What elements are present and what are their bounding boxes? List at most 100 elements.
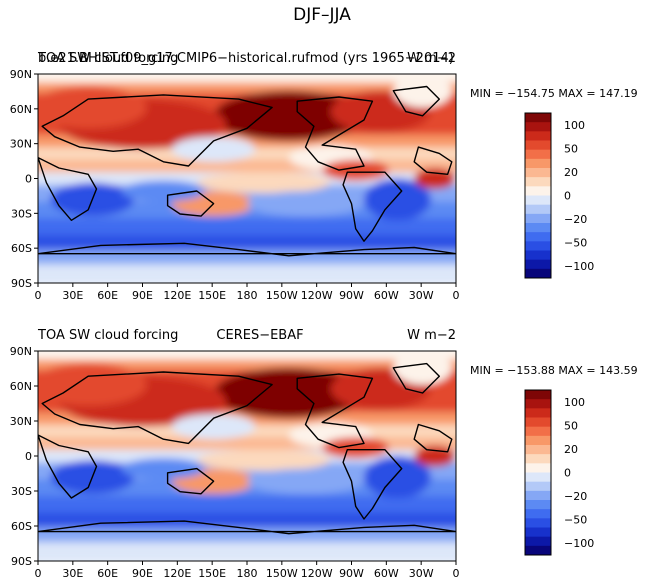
y-tick-label: 60N — [10, 103, 32, 116]
colorbar-label: 50 — [564, 142, 578, 155]
field-band — [38, 496, 456, 517]
colorbar-label: 100 — [564, 396, 585, 409]
field-blob — [38, 363, 147, 406]
colorbar-swatch — [525, 250, 551, 261]
colorbar-label: 50 — [564, 419, 578, 432]
coastline — [41, 94, 273, 167]
field-band — [38, 235, 456, 254]
colorbar-swatch — [525, 472, 551, 483]
x-tick-label: 30W — [409, 567, 434, 580]
coastline — [296, 96, 374, 171]
x-tick-label: 150W — [266, 567, 298, 580]
colorbar-swatch — [525, 131, 551, 141]
field-blob — [414, 445, 456, 467]
field-blob — [246, 191, 365, 217]
panel-obs-center-title: CERES−EBAF — [216, 328, 303, 343]
y-tick-label: 90S — [11, 277, 32, 290]
colorbar-swatch — [525, 545, 551, 556]
coastline — [392, 362, 440, 394]
field-blob — [322, 437, 390, 459]
y-tick-label: 30S — [11, 207, 32, 220]
colorbar-swatch — [525, 435, 551, 446]
colorbar-swatch — [525, 408, 551, 418]
x-tick-label: 120E — [163, 289, 191, 302]
panel-obs-min-max: MIN = −153.88 MAX = 143.59 — [470, 364, 638, 377]
colorbar-swatch — [525, 390, 551, 400]
y-tick-label: 90S — [11, 555, 32, 568]
colorbar-swatch — [525, 223, 551, 233]
colorbar-label: −50 — [564, 237, 587, 250]
coastline — [413, 146, 453, 176]
field-blob — [393, 74, 452, 108]
colorbar-swatch — [525, 186, 551, 196]
colorbar-swatch — [525, 454, 551, 464]
panel-obs: TOA SW cloud forcing CERES−EBAF W m−2 MI… — [10, 328, 638, 580]
field-blob — [171, 136, 256, 162]
colorbar-label: −100 — [564, 260, 594, 273]
x-tick-label: 150E — [198, 289, 226, 302]
y-tick-label: 30N — [10, 138, 32, 151]
y-tick-label: 60N — [10, 380, 32, 393]
field-blob — [322, 159, 390, 181]
field-blob — [414, 168, 456, 189]
colorbar-label: 20 — [564, 443, 578, 456]
x-tick-label: 150W — [266, 289, 298, 302]
colorbar-swatch — [525, 168, 551, 178]
colorbar-label: −100 — [564, 537, 594, 550]
colorbar-swatch — [525, 463, 551, 473]
colorbar-swatch — [525, 204, 551, 215]
colorbar-swatch — [525, 426, 551, 437]
colorbar-label: −20 — [564, 490, 587, 503]
colorbar-swatch — [525, 158, 551, 169]
colorbar-swatch — [525, 259, 551, 270]
x-tick-label: 90W — [339, 567, 364, 580]
field-band — [38, 512, 456, 532]
x-tick-label: 0 — [35, 289, 42, 302]
coastline — [166, 190, 215, 217]
field-band — [38, 218, 456, 240]
coastline — [38, 434, 98, 499]
x-tick-label: 60W — [374, 567, 399, 580]
coastline — [342, 171, 403, 242]
field-blob — [121, 180, 206, 202]
x-tick-label: 150E — [198, 567, 226, 580]
x-tick-label: 0 — [453, 289, 460, 302]
x-tick-label: 60W — [374, 289, 399, 302]
y-tick-label: 30N — [10, 415, 32, 428]
colorbar-swatch — [525, 445, 551, 455]
panel-obs-left-title: TOA SW cloud forcing — [37, 328, 178, 343]
colorbar-swatch — [525, 490, 551, 501]
coastline — [166, 467, 215, 495]
x-tick-label: 30W — [409, 289, 434, 302]
panel-model: b.e21.BHIST.f09_g17.CMIP6−historical.ruf… — [10, 51, 638, 302]
colorbar-swatch — [525, 509, 551, 519]
x-tick-label: 90E — [132, 289, 153, 302]
coastline — [38, 156, 98, 222]
field-blob — [364, 178, 431, 221]
panel-model-units: W m−2 — [407, 51, 456, 66]
page-title: DJF–JJA — [293, 5, 351, 25]
colorbar-label: −20 — [564, 213, 587, 226]
colorbar-swatch — [525, 518, 551, 528]
field-blob — [213, 367, 365, 419]
colorbar-swatch — [525, 500, 551, 510]
y-tick-label: 0 — [25, 173, 32, 186]
colorbar-swatch — [525, 149, 551, 160]
panel-obs-units: W m−2 — [407, 328, 456, 343]
colorbar-swatch — [525, 241, 551, 251]
x-tick-label: 120W — [301, 567, 333, 580]
colorbar-swatch — [525, 195, 551, 206]
panel-model-map-field — [38, 74, 456, 283]
colorbar-swatch — [525, 177, 551, 187]
field-blob — [196, 449, 331, 471]
x-tick-label: 90E — [132, 567, 153, 580]
x-tick-label: 0 — [35, 567, 42, 580]
coastline — [41, 371, 273, 445]
y-tick-label: 0 — [25, 450, 32, 463]
coastline — [342, 448, 403, 520]
x-tick-label: 120E — [163, 567, 191, 580]
y-tick-label: 30S — [11, 485, 32, 498]
colorbar-swatch — [525, 140, 551, 151]
colorbar-swatch — [525, 417, 551, 428]
